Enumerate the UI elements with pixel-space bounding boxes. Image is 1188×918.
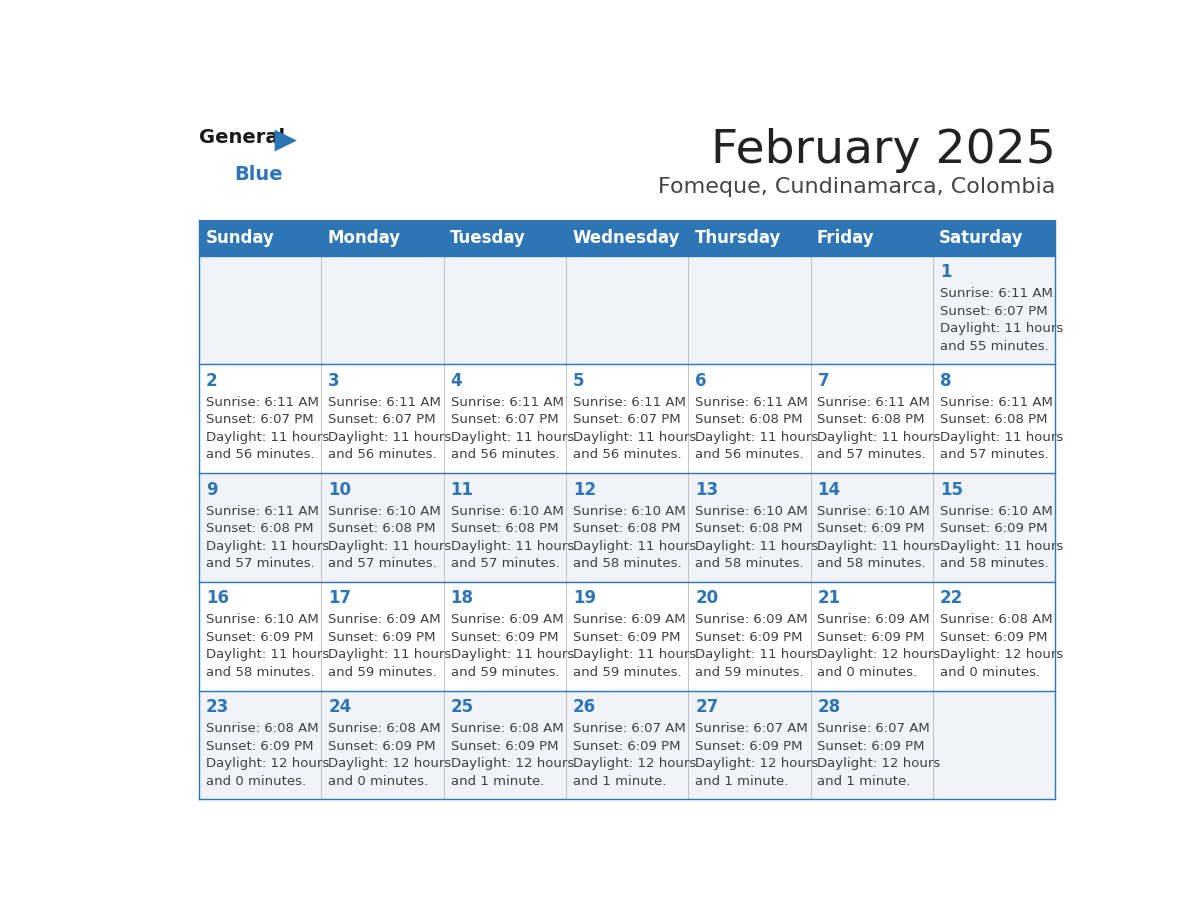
Text: Sunrise: 6:10 AM
Sunset: 6:08 PM
Daylight: 11 hours
and 58 minutes.: Sunrise: 6:10 AM Sunset: 6:08 PM Dayligh… xyxy=(573,505,696,570)
Text: 14: 14 xyxy=(817,481,841,498)
Text: 2: 2 xyxy=(206,372,217,390)
Text: 11: 11 xyxy=(450,481,474,498)
Text: Sunrise: 6:11 AM
Sunset: 6:07 PM
Daylight: 11 hours
and 56 minutes.: Sunrise: 6:11 AM Sunset: 6:07 PM Dayligh… xyxy=(206,396,329,462)
Text: Sunrise: 6:09 AM
Sunset: 6:09 PM
Daylight: 11 hours
and 59 minutes.: Sunrise: 6:09 AM Sunset: 6:09 PM Dayligh… xyxy=(328,613,451,679)
FancyBboxPatch shape xyxy=(200,690,1055,800)
Text: Sunrise: 6:09 AM
Sunset: 6:09 PM
Daylight: 12 hours
and 0 minutes.: Sunrise: 6:09 AM Sunset: 6:09 PM Dayligh… xyxy=(817,613,941,679)
Text: Sunrise: 6:10 AM
Sunset: 6:08 PM
Daylight: 11 hours
and 57 minutes.: Sunrise: 6:10 AM Sunset: 6:08 PM Dayligh… xyxy=(450,505,574,570)
Text: Sunrise: 6:08 AM
Sunset: 6:09 PM
Daylight: 12 hours
and 1 minute.: Sunrise: 6:08 AM Sunset: 6:09 PM Dayligh… xyxy=(450,722,574,788)
Text: Saturday: Saturday xyxy=(940,229,1024,247)
Text: 6: 6 xyxy=(695,372,707,390)
Text: 16: 16 xyxy=(206,589,229,608)
FancyBboxPatch shape xyxy=(200,582,1055,690)
FancyBboxPatch shape xyxy=(200,219,1055,255)
Text: 28: 28 xyxy=(817,699,841,716)
Text: 17: 17 xyxy=(328,589,352,608)
Text: Tuesday: Tuesday xyxy=(450,229,526,247)
FancyBboxPatch shape xyxy=(200,473,1055,582)
Text: 27: 27 xyxy=(695,699,719,716)
Text: 5: 5 xyxy=(573,372,584,390)
Text: Sunrise: 6:11 AM
Sunset: 6:08 PM
Daylight: 11 hours
and 56 minutes.: Sunrise: 6:11 AM Sunset: 6:08 PM Dayligh… xyxy=(695,396,819,462)
Text: Sunrise: 6:10 AM
Sunset: 6:09 PM
Daylight: 11 hours
and 58 minutes.: Sunrise: 6:10 AM Sunset: 6:09 PM Dayligh… xyxy=(817,505,941,570)
Text: 9: 9 xyxy=(206,481,217,498)
Text: 26: 26 xyxy=(573,699,596,716)
Text: Sunrise: 6:11 AM
Sunset: 6:07 PM
Daylight: 11 hours
and 55 minutes.: Sunrise: 6:11 AM Sunset: 6:07 PM Dayligh… xyxy=(940,287,1063,353)
Polygon shape xyxy=(274,129,297,151)
Text: 12: 12 xyxy=(573,481,596,498)
Text: Sunrise: 6:11 AM
Sunset: 6:07 PM
Daylight: 11 hours
and 56 minutes.: Sunrise: 6:11 AM Sunset: 6:07 PM Dayligh… xyxy=(450,396,574,462)
Text: General: General xyxy=(200,128,285,147)
Text: Sunrise: 6:09 AM
Sunset: 6:09 PM
Daylight: 11 hours
and 59 minutes.: Sunrise: 6:09 AM Sunset: 6:09 PM Dayligh… xyxy=(695,613,819,679)
Text: 15: 15 xyxy=(940,481,962,498)
Text: February 2025: February 2025 xyxy=(710,128,1055,173)
FancyBboxPatch shape xyxy=(200,255,1055,364)
Text: Fomeque, Cundinamarca, Colombia: Fomeque, Cundinamarca, Colombia xyxy=(658,177,1055,197)
Text: 1: 1 xyxy=(940,263,952,281)
Text: 21: 21 xyxy=(817,589,841,608)
Text: Sunrise: 6:10 AM
Sunset: 6:08 PM
Daylight: 11 hours
and 57 minutes.: Sunrise: 6:10 AM Sunset: 6:08 PM Dayligh… xyxy=(328,505,451,570)
Text: 8: 8 xyxy=(940,372,952,390)
Text: 20: 20 xyxy=(695,589,719,608)
Text: Sunrise: 6:09 AM
Sunset: 6:09 PM
Daylight: 11 hours
and 59 minutes.: Sunrise: 6:09 AM Sunset: 6:09 PM Dayligh… xyxy=(450,613,574,679)
Text: 24: 24 xyxy=(328,699,352,716)
Text: Sunrise: 6:08 AM
Sunset: 6:09 PM
Daylight: 12 hours
and 0 minutes.: Sunrise: 6:08 AM Sunset: 6:09 PM Dayligh… xyxy=(206,722,329,788)
Text: Sunrise: 6:11 AM
Sunset: 6:08 PM
Daylight: 11 hours
and 57 minutes.: Sunrise: 6:11 AM Sunset: 6:08 PM Dayligh… xyxy=(206,505,329,570)
Text: Sunrise: 6:08 AM
Sunset: 6:09 PM
Daylight: 12 hours
and 0 minutes.: Sunrise: 6:08 AM Sunset: 6:09 PM Dayligh… xyxy=(328,722,451,788)
Text: Friday: Friday xyxy=(817,229,874,247)
Text: 10: 10 xyxy=(328,481,352,498)
Text: 7: 7 xyxy=(817,372,829,390)
Text: Sunday: Sunday xyxy=(206,229,274,247)
Text: Sunrise: 6:07 AM
Sunset: 6:09 PM
Daylight: 12 hours
and 1 minute.: Sunrise: 6:07 AM Sunset: 6:09 PM Dayligh… xyxy=(695,722,819,788)
Text: 18: 18 xyxy=(450,589,474,608)
Text: Wednesday: Wednesday xyxy=(573,229,680,247)
Text: 23: 23 xyxy=(206,699,229,716)
Text: Sunrise: 6:09 AM
Sunset: 6:09 PM
Daylight: 11 hours
and 59 minutes.: Sunrise: 6:09 AM Sunset: 6:09 PM Dayligh… xyxy=(573,613,696,679)
Text: 13: 13 xyxy=(695,481,719,498)
Text: Blue: Blue xyxy=(234,164,283,184)
Text: Thursday: Thursday xyxy=(695,229,781,247)
Text: Sunrise: 6:11 AM
Sunset: 6:07 PM
Daylight: 11 hours
and 56 minutes.: Sunrise: 6:11 AM Sunset: 6:07 PM Dayligh… xyxy=(573,396,696,462)
FancyBboxPatch shape xyxy=(200,364,1055,473)
Text: Sunrise: 6:10 AM
Sunset: 6:09 PM
Daylight: 11 hours
and 58 minutes.: Sunrise: 6:10 AM Sunset: 6:09 PM Dayligh… xyxy=(206,613,329,679)
Text: 25: 25 xyxy=(450,699,474,716)
Text: Sunrise: 6:10 AM
Sunset: 6:09 PM
Daylight: 11 hours
and 58 minutes.: Sunrise: 6:10 AM Sunset: 6:09 PM Dayligh… xyxy=(940,505,1063,570)
Text: Sunrise: 6:07 AM
Sunset: 6:09 PM
Daylight: 12 hours
and 1 minute.: Sunrise: 6:07 AM Sunset: 6:09 PM Dayligh… xyxy=(817,722,941,788)
Text: Sunrise: 6:07 AM
Sunset: 6:09 PM
Daylight: 12 hours
and 1 minute.: Sunrise: 6:07 AM Sunset: 6:09 PM Dayligh… xyxy=(573,722,696,788)
Text: 4: 4 xyxy=(450,372,462,390)
Text: Sunrise: 6:10 AM
Sunset: 6:08 PM
Daylight: 11 hours
and 58 minutes.: Sunrise: 6:10 AM Sunset: 6:08 PM Dayligh… xyxy=(695,505,819,570)
Text: Sunrise: 6:08 AM
Sunset: 6:09 PM
Daylight: 12 hours
and 0 minutes.: Sunrise: 6:08 AM Sunset: 6:09 PM Dayligh… xyxy=(940,613,1063,679)
Text: Monday: Monday xyxy=(328,229,400,247)
Text: 19: 19 xyxy=(573,589,596,608)
Text: Sunrise: 6:11 AM
Sunset: 6:08 PM
Daylight: 11 hours
and 57 minutes.: Sunrise: 6:11 AM Sunset: 6:08 PM Dayligh… xyxy=(940,396,1063,462)
Text: 3: 3 xyxy=(328,372,340,390)
Text: 22: 22 xyxy=(940,589,963,608)
Text: Sunrise: 6:11 AM
Sunset: 6:07 PM
Daylight: 11 hours
and 56 minutes.: Sunrise: 6:11 AM Sunset: 6:07 PM Dayligh… xyxy=(328,396,451,462)
Text: Sunrise: 6:11 AM
Sunset: 6:08 PM
Daylight: 11 hours
and 57 minutes.: Sunrise: 6:11 AM Sunset: 6:08 PM Dayligh… xyxy=(817,396,941,462)
